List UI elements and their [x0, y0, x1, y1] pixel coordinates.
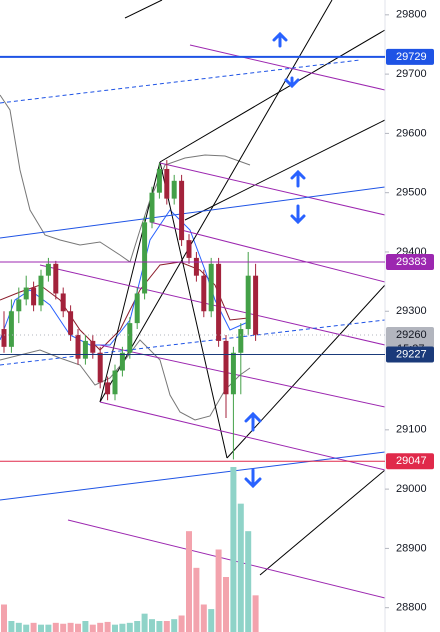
volume-bar	[8, 621, 15, 632]
candle-body	[8, 311, 14, 347]
volume-bar	[193, 567, 200, 632]
volume-bar	[223, 577, 229, 632]
candle-body	[1, 329, 7, 347]
price-tag	[386, 48, 434, 65]
y-tick-label: 29400	[396, 246, 427, 258]
candle-body	[45, 263, 51, 276]
price-tag-label: 29047	[396, 455, 427, 467]
volume-bar	[230, 467, 237, 632]
y-tick-label: 29100	[396, 424, 427, 436]
volume-bar	[15, 622, 22, 632]
volume-bar	[97, 622, 104, 632]
price-tag-label: 29383	[396, 256, 427, 268]
volume-bar	[38, 624, 44, 632]
candle-body	[60, 293, 66, 312]
volume-bar	[171, 619, 178, 632]
volume-bar	[60, 623, 67, 632]
volume-bar	[89, 624, 96, 632]
volume-bar	[178, 615, 185, 632]
price-tag	[386, 254, 434, 271]
volume-bar	[52, 622, 59, 632]
candle-body	[201, 275, 207, 312]
y-tick-label: 29800	[396, 9, 427, 21]
candle-body	[105, 382, 111, 395]
candle-body	[208, 263, 214, 312]
price-tag	[386, 453, 434, 470]
candle-body	[97, 352, 103, 383]
price-tag-label: 29260	[396, 329, 427, 341]
volume-bar	[82, 621, 89, 632]
candle-body	[142, 222, 148, 294]
volume-bar	[126, 622, 133, 632]
candle-body	[31, 287, 37, 306]
candle-body	[53, 263, 59, 294]
candle-body	[112, 370, 118, 395]
volume-bar	[1, 604, 7, 632]
volume-bar	[23, 624, 30, 632]
volume-bar	[112, 624, 118, 632]
y-tick-label: 28900	[396, 542, 427, 554]
y-tick-label: 29700	[396, 68, 427, 80]
candle-body	[253, 275, 259, 335]
volume-bar	[252, 595, 259, 632]
candle-body	[230, 352, 236, 395]
volume-bar	[45, 624, 52, 632]
candle-body	[38, 275, 44, 306]
candle-body	[68, 311, 74, 335]
candle-body	[149, 192, 155, 223]
y-tick-label: 29000	[396, 483, 427, 495]
candle-body	[156, 168, 162, 193]
candle-body	[171, 180, 177, 199]
volume-bar	[163, 621, 170, 632]
volume-bar	[208, 609, 215, 632]
price-tag-label: 29227	[396, 348, 427, 360]
volume-bar	[75, 623, 81, 632]
volume-bar	[141, 613, 148, 632]
y-tick-label: 29300	[396, 305, 427, 317]
candle-body	[164, 168, 170, 199]
candle-body	[179, 180, 185, 241]
y-tick-label: 29500	[396, 187, 427, 199]
candle-body	[193, 257, 199, 276]
volume-bar	[186, 531, 192, 632]
drawings	[0, 0, 386, 599]
y-tick-label: 29600	[396, 127, 427, 139]
candle-body	[23, 287, 29, 300]
price-tag	[386, 346, 434, 363]
candle-body	[186, 240, 192, 258]
y-tick-label: 28800	[396, 602, 427, 614]
candle-body	[223, 340, 229, 395]
candle-body	[16, 299, 22, 312]
candle-body	[75, 334, 81, 359]
volume-bar	[245, 531, 252, 632]
volume-bar	[119, 623, 126, 632]
volume-bar	[156, 621, 163, 632]
candle-body	[82, 340, 88, 359]
candle-body	[245, 275, 251, 330]
candle-body	[90, 340, 96, 353]
volume-bar	[67, 622, 74, 632]
candle-body	[134, 293, 140, 324]
volume-bar	[149, 619, 155, 632]
candle-body	[238, 329, 244, 353]
volume-bar	[200, 604, 207, 632]
candle-body	[216, 263, 222, 341]
volume-bar	[215, 549, 222, 632]
volume-bar	[134, 621, 141, 632]
candle-body	[127, 323, 133, 353]
volume-bar	[237, 503, 244, 632]
candle-body	[119, 352, 125, 371]
volume-bar	[104, 621, 111, 632]
volume-bar	[30, 622, 37, 632]
price-tag-label: 29729	[396, 51, 427, 63]
